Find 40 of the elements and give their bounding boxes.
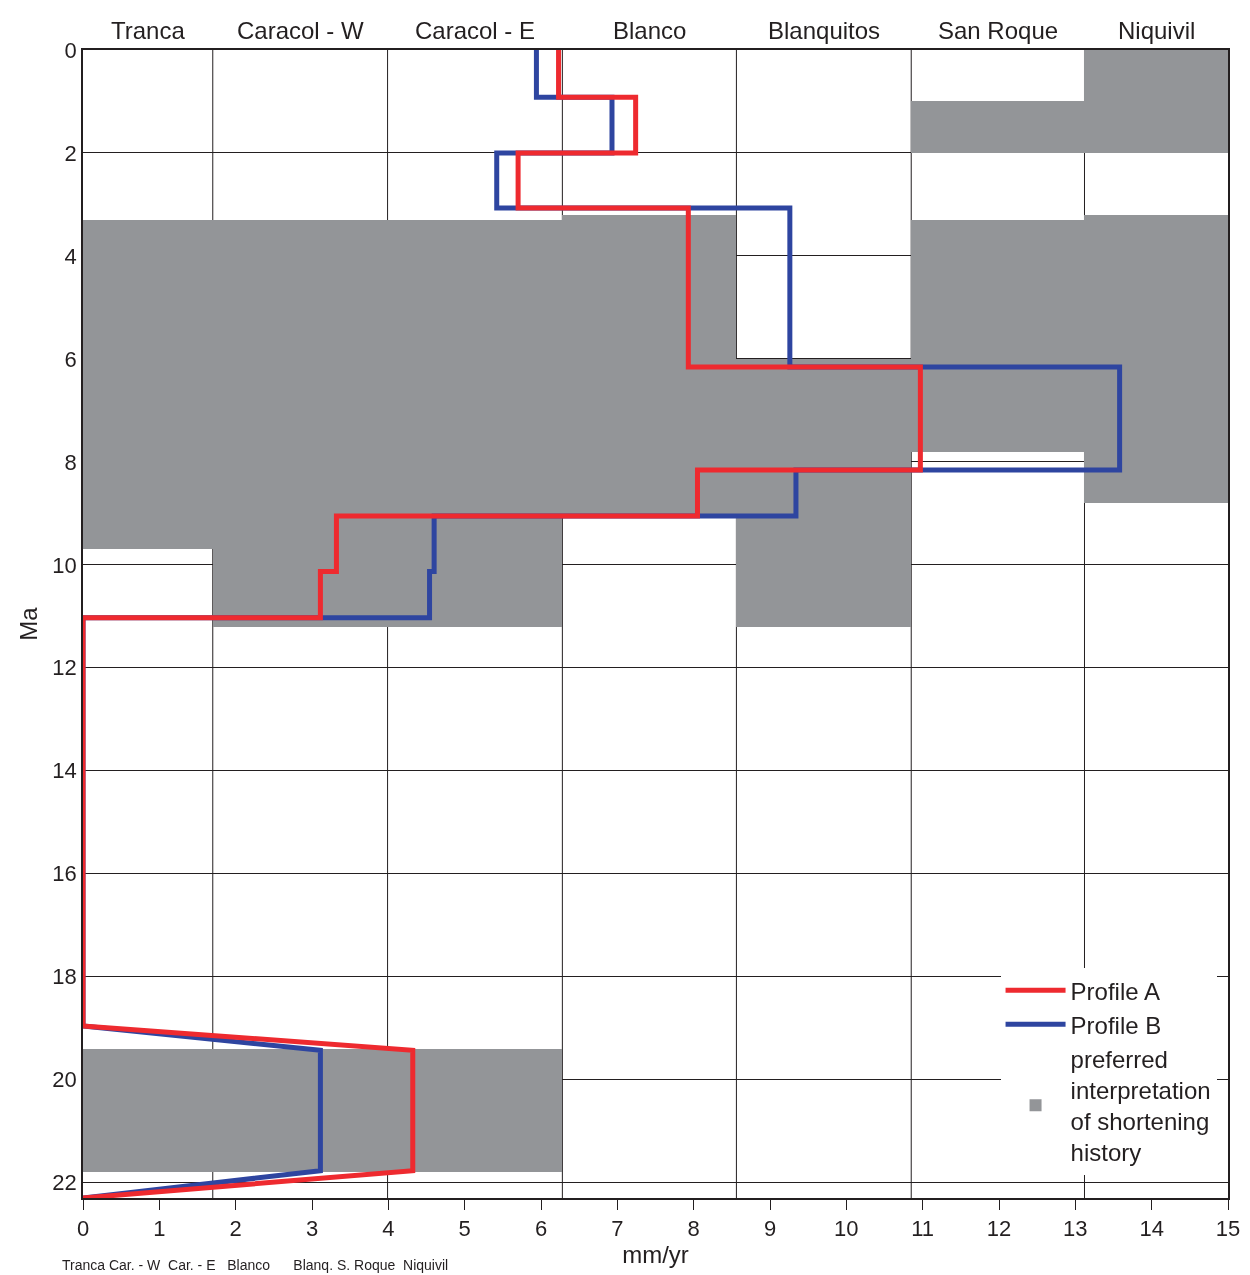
y-tick-label: 22 xyxy=(52,1170,77,1196)
y-tick-label: 20 xyxy=(52,1067,77,1093)
y-axis-title: Ma xyxy=(14,606,42,641)
x-tick-label: 11 xyxy=(911,1216,935,1242)
x-tick-label: 9 xyxy=(763,1216,777,1242)
text: San Roque xyxy=(938,17,1059,44)
y-tick-label: 18 xyxy=(52,964,77,990)
y-tick-label: 10 xyxy=(52,552,77,578)
x-tick-label: 6 xyxy=(534,1216,548,1242)
legend-label: Profile A xyxy=(1070,977,1160,1005)
text: Caracol - E xyxy=(415,17,536,44)
y-tick-label: 0 xyxy=(64,37,77,63)
text: Tranca xyxy=(111,17,186,44)
text: Blanquitos xyxy=(768,17,881,44)
legend-label: preferred interpretation of shortening history xyxy=(1070,1045,1211,1167)
x-tick-label: 12 xyxy=(986,1216,1012,1242)
text: Tranca Car. - W Car. - E Blanco Blanq. S. Roque Niquivil xyxy=(62,1257,449,1273)
y-tick-label: 12 xyxy=(52,655,77,681)
text: Niquivil xyxy=(1118,17,1196,44)
y-tick-label: 2 xyxy=(64,140,77,166)
x-tick-label: 10 xyxy=(834,1216,859,1242)
x-tick-label: 4 xyxy=(382,1216,395,1242)
x-tick-label: 2 xyxy=(229,1216,242,1242)
x-tick-label: 5 xyxy=(458,1216,471,1242)
text: Caracol - W xyxy=(237,17,365,44)
x-tick-label: 14 xyxy=(1139,1216,1164,1242)
text: Blanco xyxy=(613,17,687,44)
x-tick-label: 8 xyxy=(687,1216,700,1242)
x-axis-title: mm/yr xyxy=(622,1241,689,1269)
y-tick-label: 8 xyxy=(64,449,77,475)
y-tick-label: 14 xyxy=(52,758,77,784)
x-tick-label: 13 xyxy=(1063,1216,1088,1242)
x-tick-label: 15 xyxy=(1215,1216,1241,1242)
x-tick-label: 7 xyxy=(611,1216,624,1242)
y-tick-label: 16 xyxy=(52,861,77,887)
y-tick-label: 4 xyxy=(64,243,77,269)
legend-label: Profile B xyxy=(1070,1011,1162,1039)
x-tick-label: 3 xyxy=(305,1216,319,1242)
y-tick-label: 6 xyxy=(64,346,77,372)
x-tick-label: 1 xyxy=(153,1216,166,1242)
